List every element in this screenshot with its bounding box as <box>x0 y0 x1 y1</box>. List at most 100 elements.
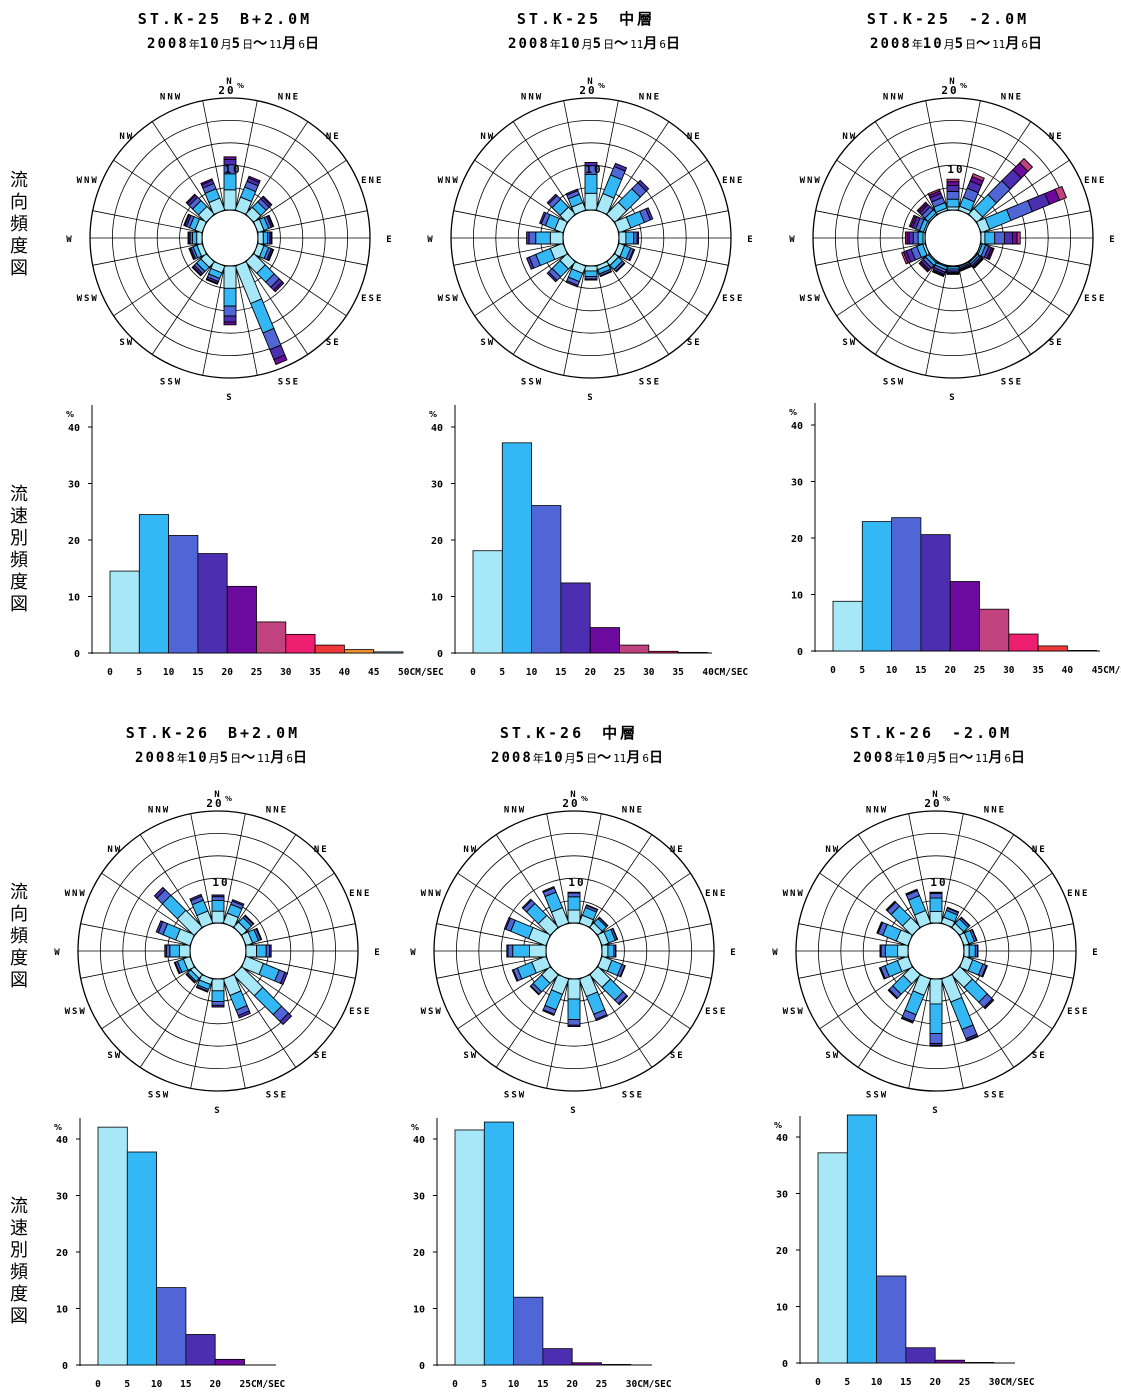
rose-petal-sse <box>578 974 608 1022</box>
rose-petal-e <box>963 944 979 958</box>
rose-petal-nne <box>940 906 960 928</box>
compass-label-wsw: WSW <box>783 1007 805 1017</box>
rose-spoke <box>606 121 670 215</box>
hist-x-tick-label: 0 <box>95 1379 101 1390</box>
hist-y-tick-label: 10 <box>776 1303 788 1314</box>
rose-segment <box>529 985 540 996</box>
rose-segment <box>946 198 960 208</box>
rose-spoke <box>190 813 213 924</box>
rose-segment <box>192 231 198 245</box>
hist-bar <box>560 582 591 654</box>
rose-petal-nnw <box>200 178 226 215</box>
hist-y-unit: % <box>429 410 437 419</box>
hist-y-tick-label: 0 <box>782 1359 788 1370</box>
rose-segment <box>528 231 537 245</box>
hist-bar <box>589 627 620 654</box>
rose-segment <box>619 964 626 978</box>
hist-bar <box>861 521 892 652</box>
row-label-char: 別 <box>10 1240 28 1261</box>
rose-segment <box>178 944 191 958</box>
compass-label-ene: ENE <box>722 176 744 186</box>
rose-segment <box>211 978 225 992</box>
rose-spoke <box>601 956 712 979</box>
compass-label-w: W <box>410 948 417 958</box>
compass-label-e: E <box>1092 948 1099 958</box>
rose-petal-nnw <box>927 188 949 215</box>
rose-petal-ne <box>967 157 1034 224</box>
rose-segment <box>211 910 225 924</box>
rose-segment <box>950 996 974 1031</box>
rose-spoke <box>951 974 1015 1068</box>
compass-label-wnw: WNW <box>800 176 822 186</box>
hist-y-tick-label: 40 <box>791 421 803 432</box>
hist-x-tick-label: 0 <box>452 1379 458 1390</box>
rose-segment <box>567 892 581 898</box>
hist-x-tick-label: 25CM/SEC <box>240 1379 286 1390</box>
hist-x-tick-label: 15 <box>537 1379 549 1390</box>
rose-spoke <box>245 956 356 979</box>
period-part: 6 <box>1021 38 1028 51</box>
rose-segment <box>959 265 973 272</box>
hist-x-tick-label: 25 <box>959 1377 971 1388</box>
period-part: 10 <box>200 36 221 52</box>
compass-label-nnw: NNW <box>160 93 182 103</box>
hist-y-unit: % <box>789 408 797 417</box>
compass-label-ssw: SSW <box>148 1090 170 1100</box>
hist-x-tick-label: 30CM/SEC <box>989 1377 1035 1388</box>
compass-label-ssw: SSW <box>521 377 543 387</box>
period-part: 年 <box>189 37 200 51</box>
rose-segment <box>567 909 581 924</box>
compass-label-ese: ESE <box>722 294 744 304</box>
rose-spoke <box>245 121 309 215</box>
compass-label-ese: ESE <box>705 1007 727 1017</box>
rose-segment <box>247 175 261 184</box>
hist-bar <box>109 570 140 654</box>
hist-bar <box>1037 645 1068 652</box>
rose-segment <box>965 1035 979 1042</box>
rose-petal-wnw <box>539 211 568 234</box>
rose-segment <box>185 193 197 205</box>
rose-segment <box>223 265 237 289</box>
row-label-char: 別 <box>10 528 28 549</box>
compass-label-e: E <box>386 235 393 245</box>
period-part: 日 <box>603 38 614 51</box>
compass-label-sw: SW <box>842 338 857 348</box>
hist-y-unit: % <box>411 1123 419 1132</box>
rose-petal-sw <box>887 965 922 1000</box>
rose-segment <box>567 998 581 1020</box>
hist-bar <box>126 1151 158 1366</box>
rose-segment <box>1054 185 1068 201</box>
rose-segment <box>885 900 896 911</box>
rose-segment <box>512 944 530 958</box>
compass-label-nne: NNE <box>266 806 288 816</box>
rose-segment <box>279 971 289 985</box>
rose-petal-sw <box>191 252 216 277</box>
compass-label-nw: NW <box>825 845 840 855</box>
hist-x-tick-label: 5 <box>499 667 505 678</box>
compass-label-s: S <box>570 1106 577 1116</box>
row-label-char: 流 <box>10 1196 28 1217</box>
rose-scale-label: 10 <box>585 163 602 176</box>
compass-label-ene: ENE <box>361 176 383 186</box>
panel-title: ST.K-26 B+2.0M <box>126 724 300 742</box>
rose-segment <box>980 231 986 245</box>
rose-scale-label: 10 <box>568 876 585 889</box>
rose-spoke <box>976 253 1070 317</box>
rose-segment <box>546 193 558 205</box>
rose-petal-nnw <box>189 893 214 928</box>
hist-y-tick-label: 0 <box>797 647 803 658</box>
compass-label-wsw: WSW <box>438 294 460 304</box>
rose-spoke <box>457 872 551 936</box>
rose-segment <box>1011 231 1018 245</box>
rose-spoke <box>563 265 586 376</box>
rose-spoke <box>601 923 712 946</box>
rose-segment <box>539 211 547 225</box>
rose-spoke <box>453 243 564 266</box>
hist-bar <box>934 1359 965 1364</box>
panel-period: 2008年10月5日～11月6日 <box>491 750 665 766</box>
compass-label-nne: NNE <box>278 93 300 103</box>
hist-y-tick-label: 20 <box>56 1248 68 1259</box>
rose-segment <box>645 207 654 221</box>
rose-scale-label: 10 <box>212 876 229 889</box>
